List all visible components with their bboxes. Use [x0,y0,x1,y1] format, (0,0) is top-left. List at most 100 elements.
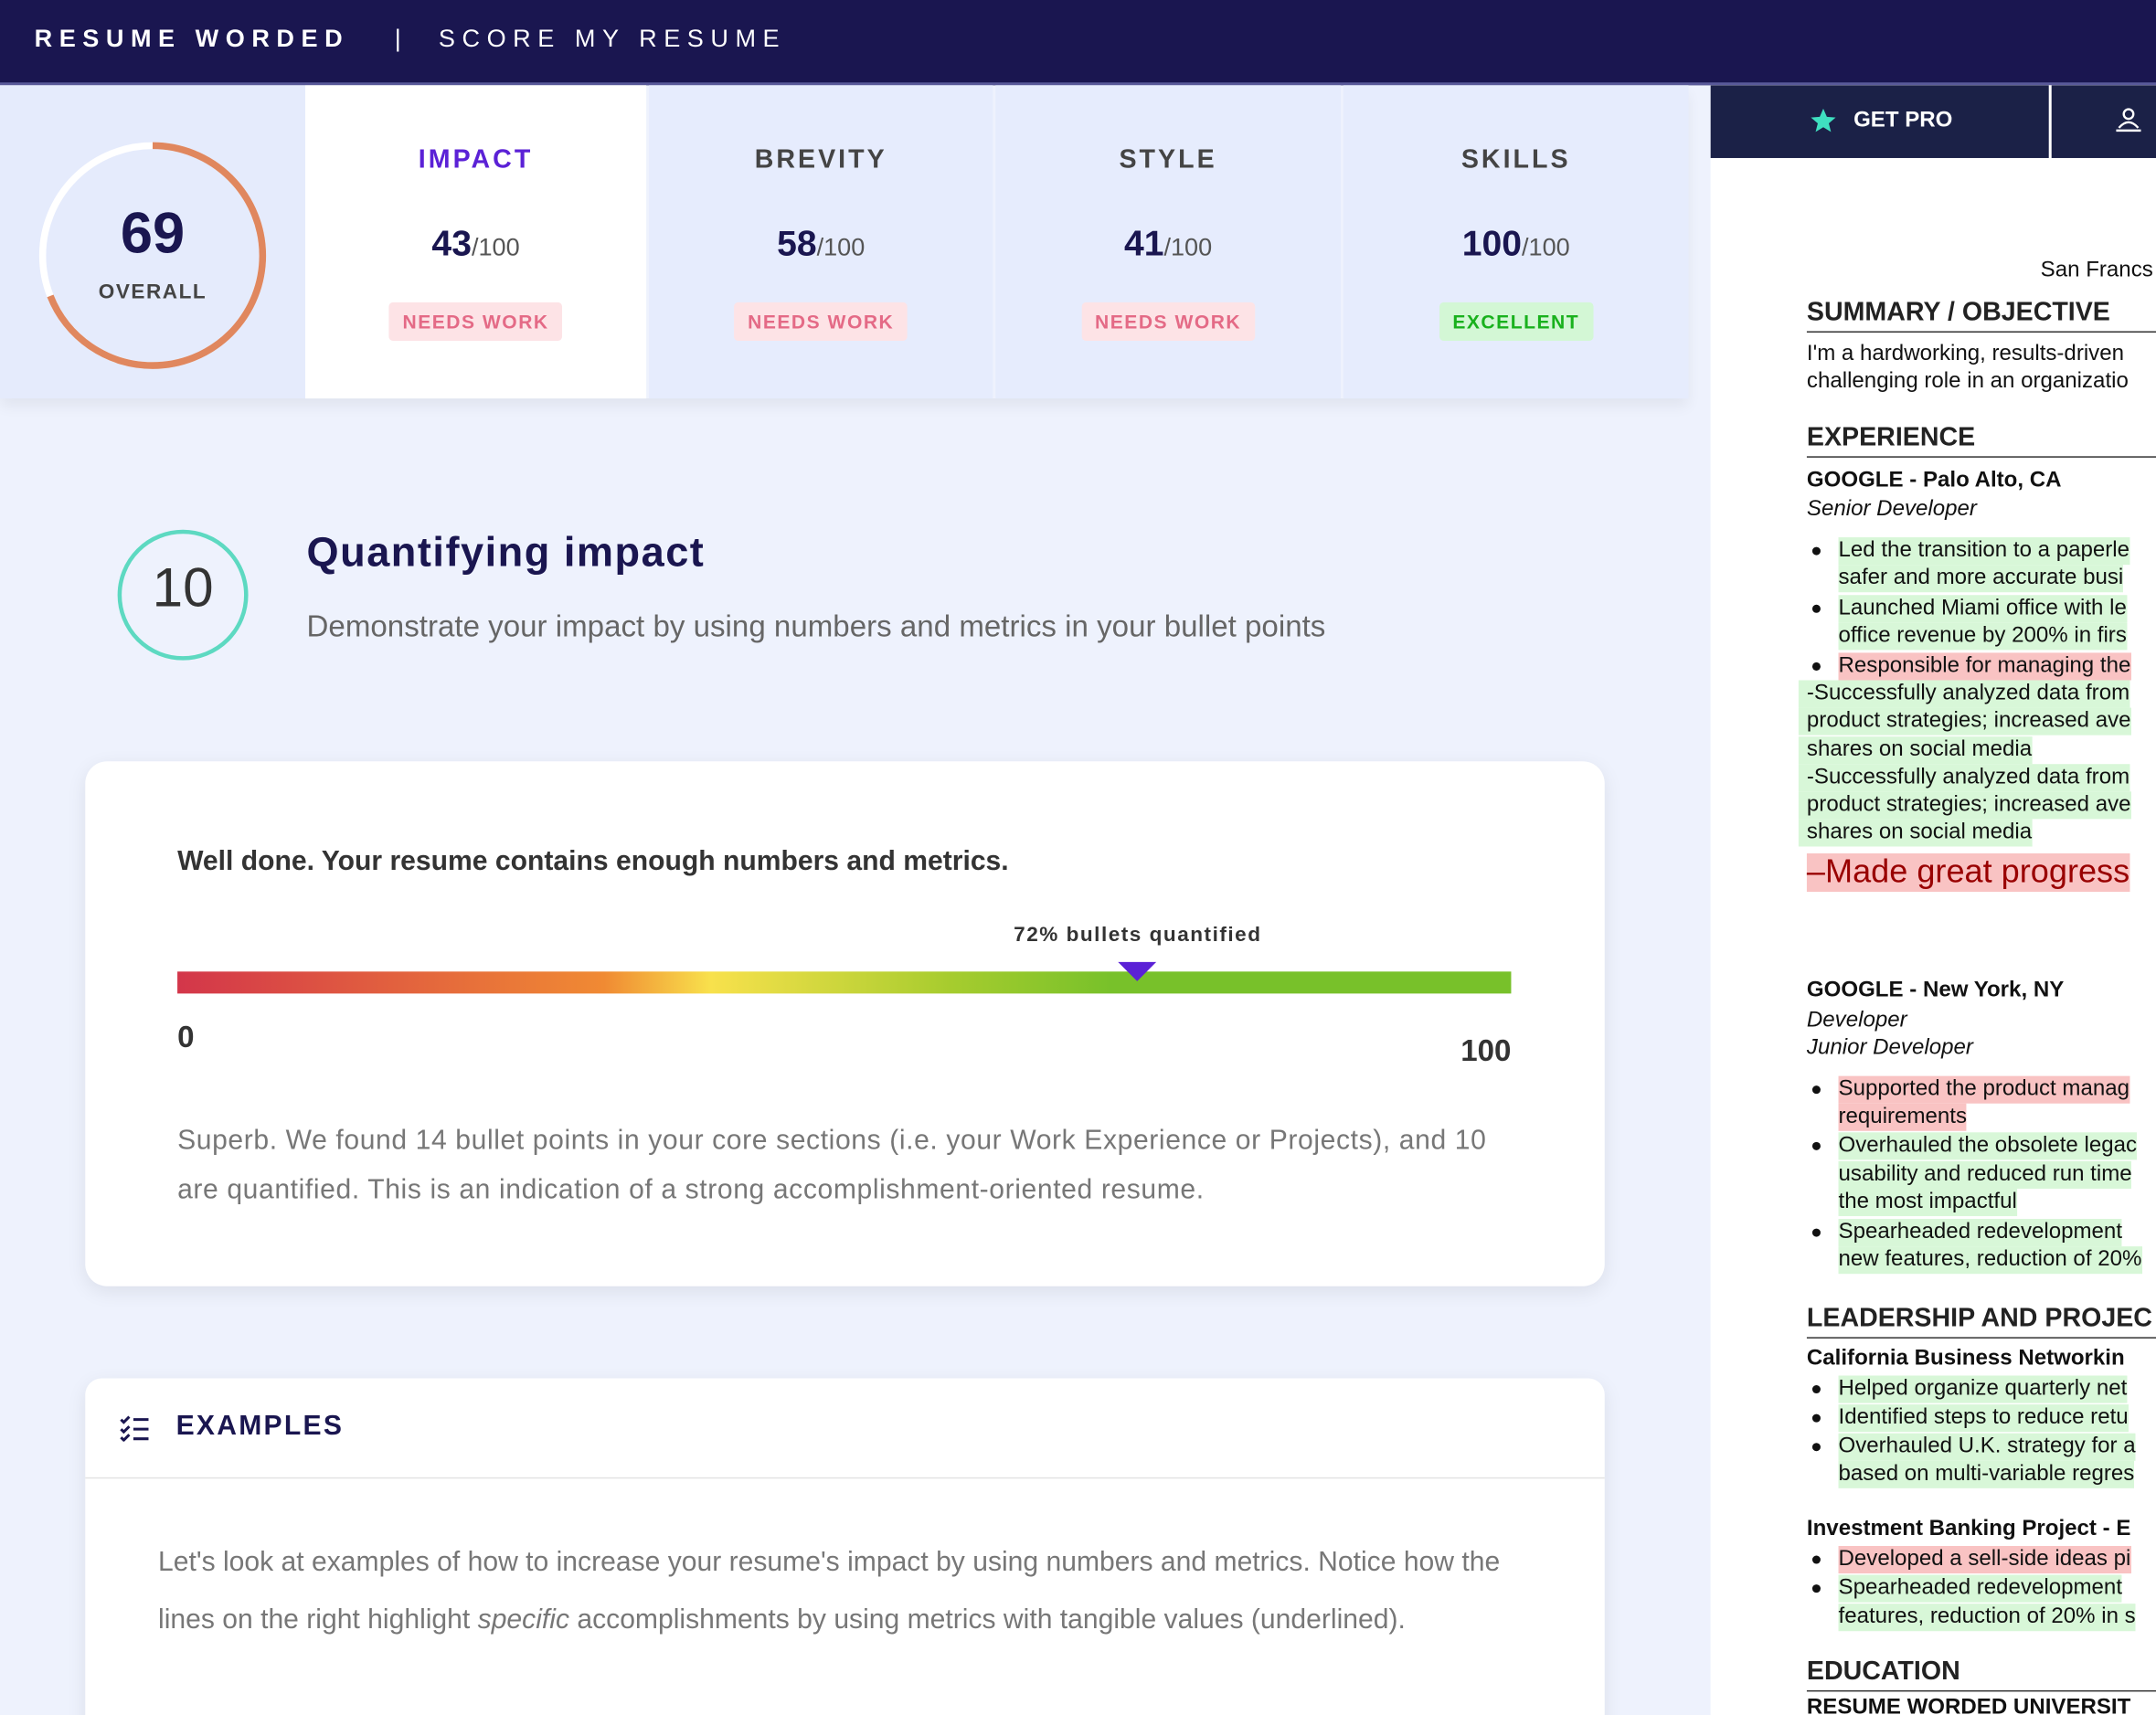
examples-card: EXAMPLES Let's look at examples of how t… [85,1378,1605,1715]
resume-line: shares on social media [1798,736,2033,765]
status-badge: NEEDS WORK [1080,302,1256,341]
score-cell[interactable]: IMPACT 43/100 NEEDS WORK [304,85,647,399]
bullet [1811,546,1821,556]
status-badge: EXCELLENT [1439,302,1594,341]
resume-line: Spearheaded redevelopment [1838,1219,2123,1247]
overall-score: 69 [120,200,186,266]
resume-line: usability and reduced run time [1838,1160,2132,1189]
rule [1806,1689,2156,1692]
resume-line: -Successfully analyzed data from [1798,764,2130,792]
resume-line: SUMMARY / OBJECTIVE [1806,298,2110,327]
resume-line: Developer [1806,1008,1907,1032]
resume-line: the most impactful [1838,1188,2017,1217]
gauge-marker [1118,961,1157,981]
rule [1806,1337,2156,1339]
section-score-ring [117,529,249,661]
score-label: IMPACT [418,145,534,175]
resume-line: Investment Banking Project - E [1806,1517,2131,1540]
section-title: Quantifying impact [306,530,706,577]
text: accomplishments by using metrics with ta… [577,1604,1406,1636]
overall-cell: 69 OVERALL [0,85,305,399]
score-label: BREVITY [754,145,887,175]
score-out-of: /100 [1163,233,1213,261]
bullet [1811,1385,1821,1394]
resume-line: new features, reduction of 20% [1838,1246,2142,1275]
resume-line: office revenue by 200% in firs [1838,622,2127,651]
separator: | [394,25,409,53]
gauge-bar [177,971,1512,994]
overall-label: OVERALL [98,280,207,304]
resume-preview: GET PRO San Francs SUMMARY / OBJECTIVE I'm… [1710,85,2156,1715]
resume-line: shares on social media [1798,819,2033,847]
resume-line: Overhauled U.K. strategy for a [1838,1433,2136,1461]
bullet [1811,1443,1821,1452]
get-pro-label: GET PRO [1853,108,1953,132]
brand[interactable]: RESUME WORDED [34,25,350,53]
bullet [1811,1141,1821,1150]
bullet [1811,1085,1821,1095]
score-strip: 69 OVERALL IMPACT 43/100 NEEDS WORK BREVITY… [0,85,1689,399]
rule [1806,456,2156,458]
score-number: 58 [777,222,817,264]
status-badge: NEEDS WORK [734,302,908,341]
resume-line: Responsible for managing the [1838,652,2131,681]
resume-line: EDUCATION [1806,1657,1960,1687]
bullet [1811,1555,1821,1564]
gauge-min: 0 [177,1019,195,1054]
text: Let's look at examples of how to increas… [158,1547,1501,1636]
emphasis: specific [477,1604,570,1636]
score-number: 43 [431,222,472,264]
star-icon [1811,108,1836,132]
section-description: Demonstrate your impact by using numbers… [306,609,1326,643]
score-out-of: /100 [471,233,520,261]
bullet [1811,1584,1821,1593]
card-headline: Well done. Your resume contains enough n… [177,846,1009,877]
score-value: 58/100 [649,223,993,266]
list-icon [120,1415,149,1442]
bullet [1811,1228,1821,1237]
resume-line: Helped organize quarterly net [1838,1375,2128,1403]
score-number: 100 [1461,222,1522,264]
resume-line: Senior Developer [1806,497,1977,522]
resume-line: California Business Networkin [1806,1346,2125,1371]
score-label: STYLE [1119,145,1217,175]
resume-line: Identified steps to reduce retu [1838,1404,2129,1433]
bullet [1811,662,1821,671]
card-body: Superb. We found 14 bullet points in you… [177,1125,1487,1206]
resume-line: LEADERSHIP AND PROJEC [1806,1304,2152,1333]
score-value: 41/100 [995,223,1341,266]
ring [117,529,249,661]
score-label: SKILLS [1460,145,1571,175]
resume-line: Junior Developer [1806,1036,1973,1060]
score-cell: STYLE 41/100 NEEDS WORK [995,85,1341,399]
resume-line: GOOGLE - New York, NY [1806,978,2065,1002]
page-title: SCORE MY RESUME [438,25,787,53]
resume-line: I'm a hardworking, results-driven [1806,342,2125,366]
resume-line: product strategies; increased ave [1798,791,2131,820]
tab-button[interactable] [2051,85,2156,158]
gauge-label: 72% bullets quantified [1014,923,1262,947]
resume-line: features, reduction of 20% in s [1838,1604,2136,1632]
resume-line: GOOGLE - Palo Alto, CA [1806,468,2062,492]
resume-line: Overhauled the obsolete legac [1838,1132,2138,1160]
divider [85,1477,1605,1479]
result-card: Well done. Your resume contains enough n… [85,761,1605,1286]
bullet [1811,1413,1821,1423]
score-cell: BREVITY 58/100 NEEDS WORK [649,85,993,399]
resume-line: San Francs [2040,258,2153,282]
resume-line: EXPERIENCE [1806,423,1976,452]
user-icon [2116,108,2141,132]
resume-line: Developed a sell-side ideas pi [1838,1546,2131,1574]
examples-text: Let's look at examples of how to increas… [158,1533,1534,1648]
overall-ring [38,142,267,369]
resume-line: product strategies; increased ave [1798,707,2131,736]
resume-line: RESUME WORDED UNIVERSIT [1806,1695,2131,1715]
resume-line: requirements [1838,1103,1967,1131]
rule [1806,331,2156,333]
examples-heading[interactable]: EXAMPLES [175,1411,345,1442]
resume-line: Spearheaded redevelopment [1838,1574,2123,1603]
score-value: 43/100 [305,223,646,266]
get-pro-button[interactable]: GET PRO [1710,85,2049,158]
